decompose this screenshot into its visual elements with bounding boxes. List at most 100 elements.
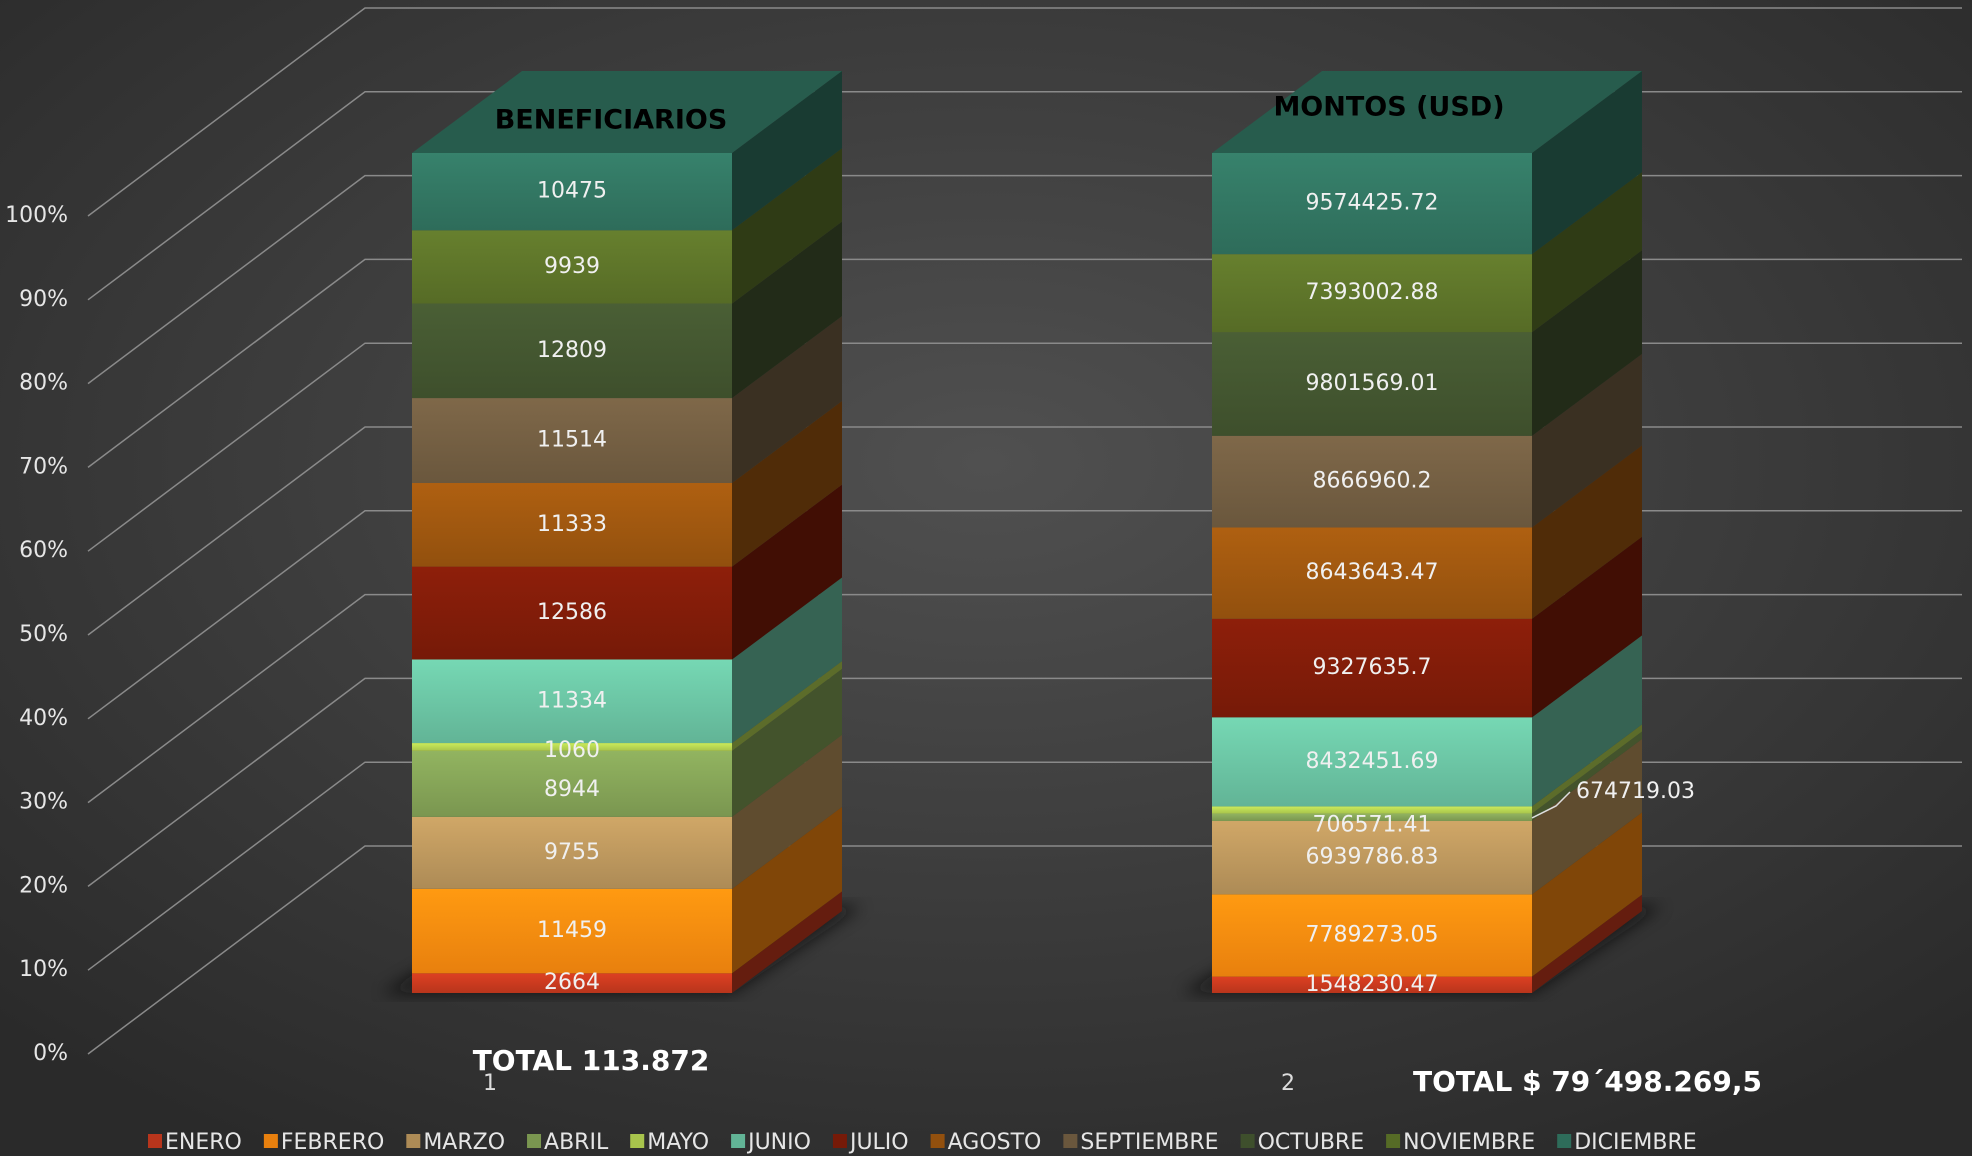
data-label: 10475 bbox=[537, 179, 607, 204]
bar bbox=[412, 153, 732, 231]
y-tick-label: 40% bbox=[19, 706, 68, 731]
legend-label: JUNIO bbox=[746, 1130, 811, 1155]
legend-label: NOVIEMBRE bbox=[1403, 1130, 1535, 1155]
y-tick-label: 80% bbox=[19, 371, 68, 396]
x-tick-label: 2 bbox=[1281, 1071, 1295, 1096]
legend-swatch bbox=[1557, 1134, 1572, 1148]
bar-side bbox=[732, 668, 842, 817]
bar bbox=[412, 816, 732, 889]
bar-side bbox=[732, 316, 842, 484]
data-label: 9939 bbox=[544, 254, 600, 279]
bar-side bbox=[732, 577, 842, 744]
data-label: 1060 bbox=[544, 738, 600, 763]
data-label: 9574425.72 bbox=[1306, 191, 1439, 216]
bar-side bbox=[1532, 71, 1642, 255]
data-label: 7393002.88 bbox=[1306, 280, 1439, 305]
bar bbox=[412, 566, 732, 660]
data-label: 8944 bbox=[544, 777, 600, 802]
data-label: 8432451.69 bbox=[1306, 749, 1439, 774]
bar-side bbox=[732, 806, 842, 974]
bar-side bbox=[732, 148, 842, 304]
legend-label: ENERO bbox=[165, 1130, 242, 1155]
legend-swatch bbox=[263, 1134, 278, 1148]
bar-side bbox=[732, 221, 842, 399]
legend-swatch bbox=[1240, 1134, 1255, 1148]
legend-swatch bbox=[1386, 1134, 1401, 1148]
leader-line bbox=[1531, 791, 1571, 819]
legend-label: ABRIL bbox=[544, 1130, 609, 1155]
y-tick-label: 0% bbox=[33, 1041, 68, 1066]
bar bbox=[1212, 821, 1532, 895]
legend-swatch bbox=[1063, 1134, 1078, 1148]
data-label: 1548230.47 bbox=[1306, 972, 1439, 997]
bar-title: MONTOS (USD) bbox=[1273, 92, 1504, 123]
data-label: 9755 bbox=[544, 840, 600, 865]
bar bbox=[1212, 435, 1532, 528]
total-label: TOTAL 113.872 bbox=[473, 1044, 710, 1077]
legend-swatch bbox=[930, 1134, 945, 1148]
data-label: 12586 bbox=[537, 600, 607, 625]
data-label: 6939786.83 bbox=[1306, 845, 1439, 870]
bar-side bbox=[1532, 724, 1642, 814]
bar bbox=[1212, 976, 1532, 993]
bar bbox=[1212, 894, 1532, 977]
legend-label: AGOSTO bbox=[948, 1130, 1042, 1155]
bar-side bbox=[1532, 739, 1642, 895]
bar-side bbox=[1532, 812, 1642, 977]
legend-swatch bbox=[406, 1134, 421, 1148]
bar bbox=[412, 659, 732, 744]
y-tick-label: 70% bbox=[19, 454, 68, 479]
bar bbox=[412, 303, 732, 399]
data-label: 11514 bbox=[537, 428, 607, 453]
bar-side bbox=[1532, 353, 1642, 528]
data-label: 11333 bbox=[537, 512, 607, 537]
data-label: 8666960.2 bbox=[1313, 469, 1432, 494]
data-label: 2664 bbox=[544, 970, 600, 995]
bar-side bbox=[1532, 536, 1642, 718]
bar bbox=[412, 398, 732, 484]
bar bbox=[412, 973, 732, 993]
y-tick-label: 30% bbox=[19, 790, 68, 815]
bar bbox=[412, 483, 732, 567]
legend-swatch bbox=[832, 1134, 847, 1148]
bar bbox=[1212, 527, 1532, 619]
data-label: 12809 bbox=[537, 338, 607, 363]
bar-side bbox=[732, 71, 842, 231]
bar-side bbox=[732, 661, 842, 751]
data-label: 11334 bbox=[537, 688, 607, 713]
y-tick-label: 20% bbox=[19, 873, 68, 898]
bar-side bbox=[1532, 445, 1642, 619]
bar-side bbox=[732, 891, 842, 993]
data-label: 11459 bbox=[537, 918, 607, 943]
bar-title: BENEFICIARIOS bbox=[495, 105, 728, 136]
y-tick-label: 50% bbox=[19, 622, 68, 647]
legend-swatch bbox=[630, 1134, 645, 1148]
legend-label: FEBRERO bbox=[281, 1130, 384, 1155]
legend-label: SEPTIEMBRE bbox=[1080, 1130, 1218, 1155]
bar-side bbox=[1532, 250, 1642, 436]
y-tick-label: 60% bbox=[19, 538, 68, 563]
bar bbox=[1212, 813, 1532, 822]
data-label: 7789273.05 bbox=[1306, 922, 1439, 947]
bar bbox=[412, 750, 732, 817]
bar-side bbox=[1532, 731, 1642, 822]
bar-side bbox=[732, 401, 842, 567]
legend-label: OCTUBRE bbox=[1258, 1130, 1365, 1155]
data-label: 706571.41 bbox=[1313, 812, 1432, 837]
legend-label: MAYO bbox=[647, 1130, 709, 1155]
bar-side bbox=[732, 484, 842, 660]
y-tick-label: 90% bbox=[19, 287, 68, 312]
legend-label: DICIEMBRE bbox=[1574, 1130, 1696, 1155]
bar bbox=[412, 743, 732, 751]
legend-label: MARZO bbox=[423, 1130, 505, 1155]
bar-side bbox=[1532, 894, 1642, 993]
grid-line bbox=[87, 7, 1962, 217]
bar bbox=[412, 230, 732, 304]
legend-swatch bbox=[527, 1134, 542, 1148]
data-label: 9801569.01 bbox=[1306, 371, 1439, 396]
bar bbox=[1212, 618, 1532, 718]
bar bbox=[412, 888, 732, 974]
x-tick-label: 1 bbox=[483, 1071, 497, 1096]
